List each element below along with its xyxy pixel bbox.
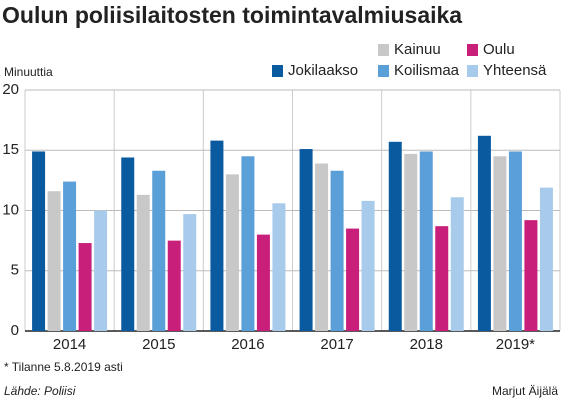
bar xyxy=(241,156,255,331)
bar xyxy=(346,228,360,331)
bar xyxy=(63,181,77,331)
legend-swatch xyxy=(378,65,389,77)
bar xyxy=(152,170,166,331)
bar xyxy=(272,203,286,331)
bar xyxy=(225,174,239,331)
chart-title: Oulun poliisilaitosten toimintavalmiusai… xyxy=(2,2,462,28)
x-tick-label: 2018 xyxy=(410,336,443,353)
x-tick-label: 2014 xyxy=(53,336,86,353)
y-axis-label: Minuuttia xyxy=(4,65,53,79)
legend-swatch xyxy=(467,44,478,56)
bar xyxy=(435,226,449,331)
legend-swatch xyxy=(467,65,478,77)
bar xyxy=(524,220,538,331)
bar xyxy=(167,240,181,331)
bar xyxy=(361,200,375,331)
x-tick-label: 2015 xyxy=(142,336,175,353)
author: Marjut Äijälä xyxy=(492,384,558,398)
footnote: * Tilanne 5.8.2019 asti xyxy=(4,360,123,374)
x-tick-label: 2017 xyxy=(320,336,353,353)
y-tick-label: 15 xyxy=(2,141,19,158)
x-tick-label: 2016 xyxy=(231,336,264,353)
y-tick-label: 10 xyxy=(2,201,19,218)
y-tick-label: 5 xyxy=(11,262,19,279)
bar xyxy=(121,157,135,331)
bar xyxy=(299,149,313,331)
bar xyxy=(419,151,433,331)
source: Lähde: Poliisi xyxy=(4,384,76,398)
y-tick-label: 20 xyxy=(2,81,19,98)
bar xyxy=(94,210,108,331)
bar xyxy=(477,135,491,331)
bar xyxy=(450,197,464,331)
legend-label: Oulu xyxy=(483,41,515,58)
bar xyxy=(183,214,197,331)
bar xyxy=(404,153,418,331)
bar xyxy=(539,187,553,331)
legend-label: Yhteensä xyxy=(483,62,547,79)
bar xyxy=(388,141,402,331)
bar xyxy=(493,156,507,331)
legend-swatch xyxy=(378,44,389,56)
legend-swatch xyxy=(272,65,283,77)
bar xyxy=(32,151,46,331)
bar xyxy=(508,151,522,331)
y-tick-label: 0 xyxy=(11,322,19,339)
bar xyxy=(136,194,150,331)
bar xyxy=(330,170,344,331)
bar xyxy=(315,163,329,331)
bar xyxy=(256,234,270,331)
legend-label: Koilismaa xyxy=(394,62,460,79)
legend-label: Kainuu xyxy=(394,41,441,58)
bar xyxy=(78,243,92,331)
x-tick-label: 2019* xyxy=(496,336,535,353)
bar xyxy=(210,140,224,331)
legend-label: Jokilaakso xyxy=(288,62,358,79)
bar xyxy=(47,191,61,331)
